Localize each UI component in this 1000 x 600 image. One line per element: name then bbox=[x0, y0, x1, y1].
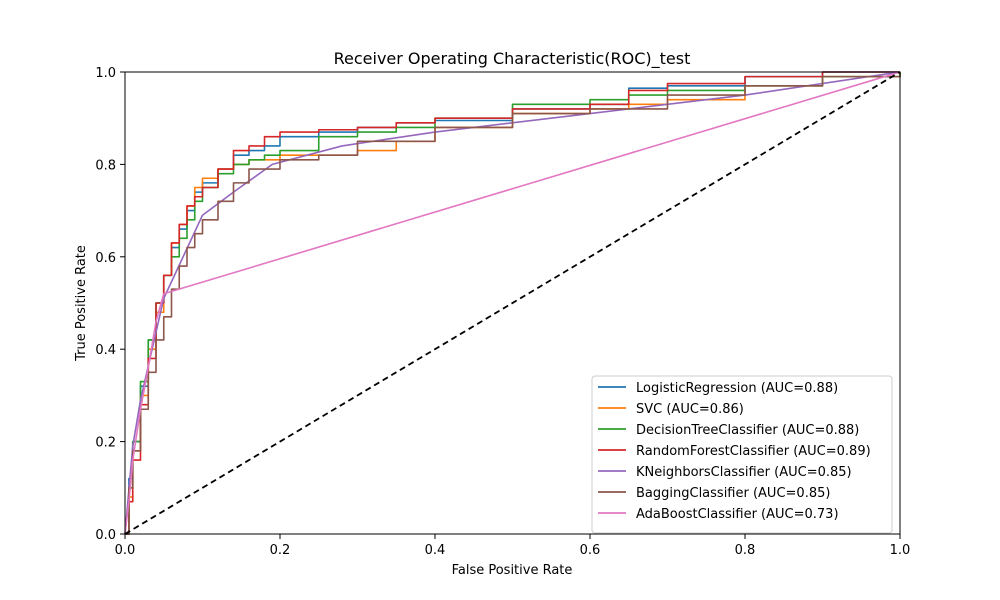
chance-diagonal-line bbox=[124, 71, 901, 535]
legend-entry: BaggingClassifier (AUC=0.85) bbox=[636, 486, 830, 501]
y-tick-label: 1.0 bbox=[95, 66, 116, 81]
y-tick-label: 0.0 bbox=[95, 528, 116, 543]
y-axis: 0.0 0.2 0.4 0.6 0.8 1.0 bbox=[95, 66, 125, 543]
x-tick-label: 0.8 bbox=[735, 543, 756, 558]
x-tick-label: 1.0 bbox=[890, 543, 911, 558]
y-tick-label: 0.2 bbox=[95, 436, 116, 451]
legend: LogisticRegression (AUC=0.88) SVC (AUC=0.… bbox=[591, 375, 893, 534]
x-tick-label: 0.2 bbox=[270, 543, 291, 558]
x-tick-label: 0.4 bbox=[425, 543, 446, 558]
legend-box bbox=[591, 375, 893, 534]
legend-entry: RandomForestClassifier (AUC=0.89) bbox=[636, 444, 871, 459]
curves-group bbox=[124, 71, 901, 535]
plot-frame bbox=[124, 71, 901, 535]
roc-curve-3 bbox=[125, 71, 900, 535]
legend-entry: SVC (AUC=0.86) bbox=[636, 402, 744, 417]
roc-curve-5 bbox=[125, 72, 901, 535]
chart-title: Receiver Operating Characteristic(ROC)_t… bbox=[334, 49, 691, 69]
legend-entry: AdaBoostClassifier (AUC=0.73) bbox=[636, 507, 839, 522]
y-axis-label: True Positive Rate bbox=[74, 245, 89, 362]
legend-entry: DecisionTreeClassifier (AUC=0.88) bbox=[636, 423, 859, 438]
y-tick-label: 0.8 bbox=[95, 158, 116, 173]
legend-entry: LogisticRegression (AUC=0.88) bbox=[636, 381, 838, 396]
roc-curve-6 bbox=[124, 71, 901, 535]
x-axis-label: False Positive Rate bbox=[452, 563, 573, 578]
y-tick-label: 0.4 bbox=[95, 343, 116, 358]
x-tick-label: 0.0 bbox=[115, 543, 136, 558]
legend-entry: KNeighborsClassifier (AUC=0.85) bbox=[636, 465, 852, 480]
roc-curve-4 bbox=[124, 71, 901, 535]
x-tick-label: 0.6 bbox=[580, 543, 601, 558]
x-axis: 0.0 0.2 0.4 0.6 0.8 1.0 bbox=[115, 534, 911, 558]
y-tick-label: 0.6 bbox=[95, 251, 116, 266]
